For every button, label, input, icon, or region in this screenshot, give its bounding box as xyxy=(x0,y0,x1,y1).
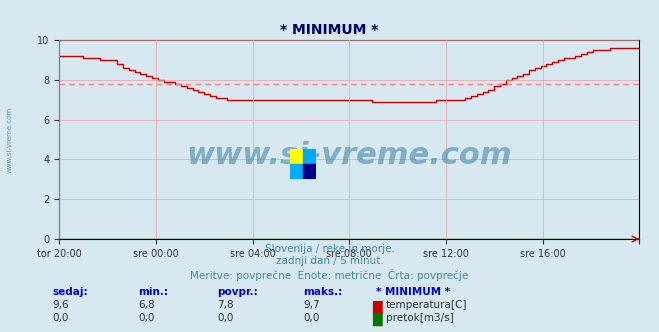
Text: * MINIMUM *: * MINIMUM * xyxy=(280,23,379,37)
Text: sedaj:: sedaj: xyxy=(53,287,88,297)
Text: 0,0: 0,0 xyxy=(138,313,155,323)
Text: povpr.:: povpr.: xyxy=(217,287,258,297)
Text: 0,0: 0,0 xyxy=(303,313,320,323)
Text: 0,0: 0,0 xyxy=(217,313,234,323)
Text: Slovenija / reke in morje.: Slovenija / reke in morje. xyxy=(264,244,395,254)
Bar xyxy=(290,149,303,164)
Text: 6,8: 6,8 xyxy=(138,300,155,310)
Text: temperatura[C]: temperatura[C] xyxy=(386,300,467,310)
Bar xyxy=(303,164,316,179)
Text: 9,6: 9,6 xyxy=(53,300,69,310)
Text: 0,0: 0,0 xyxy=(53,313,69,323)
Text: www.si-vreme.com: www.si-vreme.com xyxy=(7,106,13,173)
Text: 7,8: 7,8 xyxy=(217,300,234,310)
Bar xyxy=(290,164,303,179)
Text: 9,7: 9,7 xyxy=(303,300,320,310)
Text: █: █ xyxy=(372,300,382,314)
Text: Meritve: povprečne  Enote: metrične  Črta: povprečje: Meritve: povprečne Enote: metrične Črta:… xyxy=(190,269,469,281)
Text: www.si-vreme.com: www.si-vreme.com xyxy=(186,141,512,170)
Bar xyxy=(303,149,316,164)
Text: min.:: min.: xyxy=(138,287,169,297)
Text: zadnji dan / 5 minut.: zadnji dan / 5 minut. xyxy=(275,256,384,266)
Text: maks.:: maks.: xyxy=(303,287,343,297)
Text: █: █ xyxy=(372,313,382,326)
Text: pretok[m3/s]: pretok[m3/s] xyxy=(386,313,453,323)
Text: * MINIMUM *: * MINIMUM * xyxy=(376,287,449,297)
